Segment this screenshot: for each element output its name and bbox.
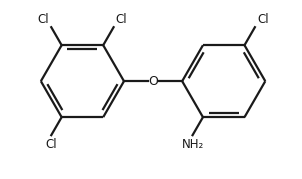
Text: Cl: Cl	[116, 13, 127, 26]
Text: Cl: Cl	[45, 138, 57, 151]
Text: O: O	[148, 75, 158, 88]
Text: Cl: Cl	[257, 13, 268, 26]
Text: Cl: Cl	[37, 13, 49, 26]
Text: NH₂: NH₂	[182, 138, 204, 151]
